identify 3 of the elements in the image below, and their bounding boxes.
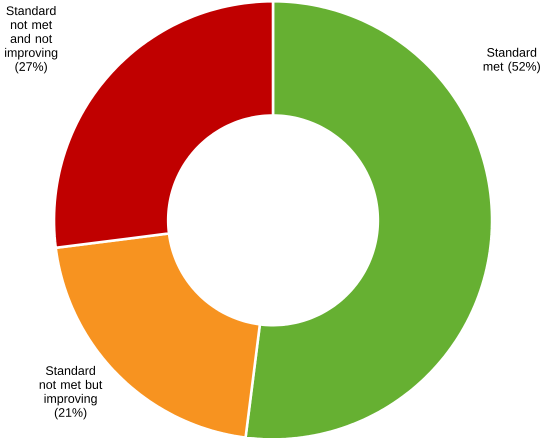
- slice-label: Standard met (52%): [484, 48, 540, 74]
- slice-label: Standard not met but improving (21%): [40, 366, 102, 420]
- slice-label: Standard not met and not improving (27%): [5, 6, 58, 74]
